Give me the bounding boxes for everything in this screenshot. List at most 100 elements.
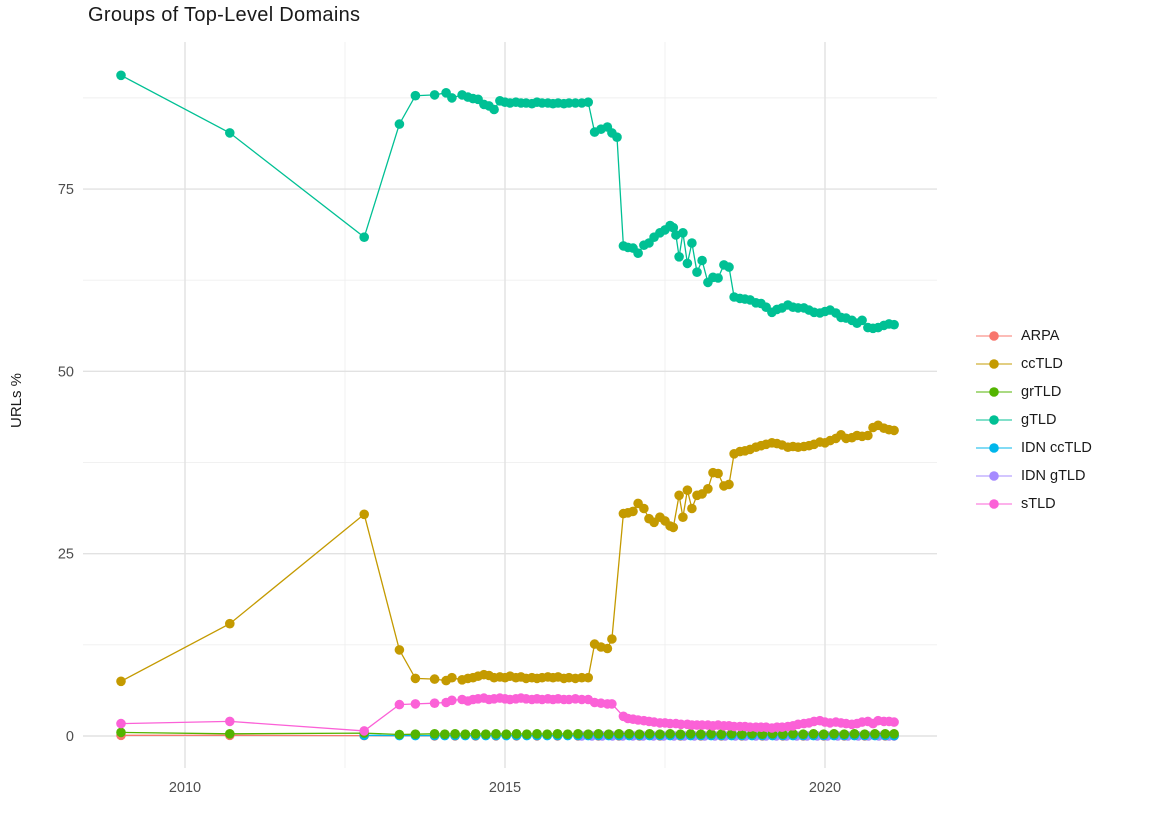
data-point-cctld — [429, 674, 440, 684]
data-point-grtld — [470, 729, 481, 739]
data-point-cctld — [225, 618, 235, 629]
data-point-grtld — [808, 729, 819, 739]
data-point-stld — [889, 717, 899, 727]
data-point-grtld — [818, 729, 829, 739]
y-tick-label: 75 — [58, 182, 74, 198]
legend-label: ccTLD — [1021, 356, 1063, 372]
data-point-gtld — [225, 128, 235, 138]
data-point-grtld — [644, 729, 655, 739]
data-point-grtld — [634, 729, 645, 739]
data-point-grtld — [849, 729, 860, 739]
legend-label: grTLD — [1021, 384, 1062, 400]
legend-item-stld: sTLD — [975, 490, 1092, 518]
x-tick-label: 2015 — [489, 780, 521, 796]
data-point-grtld — [624, 729, 634, 739]
data-point-cctld — [639, 503, 649, 514]
data-point-cctld — [116, 676, 126, 687]
legend-key-icon — [976, 359, 1012, 369]
data-point-grtld — [225, 729, 235, 739]
data-point-grtld — [870, 729, 880, 739]
x-tick-label: 2020 — [809, 780, 841, 796]
data-point-stld — [410, 699, 421, 709]
data-point-grtld — [778, 729, 788, 739]
data-point-cctld — [889, 425, 899, 436]
data-point-gtld — [668, 222, 679, 233]
data-point-stld — [116, 718, 126, 729]
data-point-gtld — [489, 104, 499, 115]
x-tick-label: 2010 — [169, 780, 201, 796]
data-point-grtld — [880, 729, 890, 739]
data-point-grtld — [839, 729, 849, 739]
y-tick-label: 25 — [58, 547, 74, 563]
legend-key-icon — [976, 443, 1012, 453]
data-point-gtld — [429, 90, 440, 100]
data-point-cctld — [359, 509, 370, 520]
data-point-grtld — [552, 729, 563, 739]
data-point-grtld — [675, 729, 686, 739]
legend-key-icon — [976, 387, 1012, 397]
data-point-grtld — [429, 729, 440, 739]
data-point-grtld — [491, 729, 501, 739]
legend-item-gtld: gTLD — [975, 406, 1092, 434]
data-point-cctld — [724, 479, 734, 490]
data-point-cctld — [682, 485, 693, 496]
data-point-grtld — [788, 729, 798, 739]
data-point-grtld — [532, 729, 542, 739]
series-gtld — [116, 70, 899, 334]
data-point-cctld — [668, 522, 679, 533]
data-point-stld — [429, 698, 440, 708]
data-point-cctld — [863, 430, 873, 441]
legend-item-idn-gtld: IDN gTLD — [975, 462, 1092, 490]
data-point-grtld — [726, 729, 737, 739]
data-point-grtld — [614, 729, 624, 739]
data-point-grtld — [716, 729, 727, 739]
data-point-grtld — [706, 729, 716, 739]
data-point-cctld — [674, 490, 684, 501]
data-point-cctld — [602, 643, 613, 654]
legend-key-icon — [976, 415, 1012, 425]
data-point-cctld — [410, 673, 421, 684]
legend-item-idn-cctld: IDN ccTLD — [975, 434, 1092, 462]
data-point-grtld — [481, 729, 491, 739]
data-point-gtld — [697, 255, 707, 266]
data-point-cctld — [678, 512, 688, 522]
data-point-grtld — [511, 729, 522, 739]
legend-key-icon — [976, 471, 1012, 481]
data-point-grtld — [501, 729, 512, 739]
legend-key-icon — [976, 331, 1012, 341]
data-point-cctld — [583, 672, 593, 683]
data-point-stld — [225, 716, 235, 727]
data-point-grtld — [522, 729, 532, 739]
data-point-gtld — [447, 93, 457, 103]
data-point-grtld — [593, 729, 604, 739]
legend-label: ARPA — [1021, 328, 1060, 344]
data-point-grtld — [603, 729, 614, 739]
data-point-gtld — [116, 70, 126, 81]
data-point-grtld — [460, 729, 471, 739]
data-point-grtld — [737, 729, 747, 739]
gridlines — [83, 42, 937, 768]
data-point-cctld — [628, 506, 638, 517]
data-point-gtld — [359, 232, 370, 242]
data-point-grtld — [798, 729, 808, 739]
data-point-cctld — [687, 503, 697, 514]
data-point-grtld — [696, 729, 706, 739]
data-point-gtld — [687, 238, 697, 248]
series-line-gtld — [120, 74, 895, 329]
data-point-cctld — [607, 634, 617, 644]
series-cctld — [116, 420, 899, 687]
data-point-stld — [359, 726, 370, 736]
data-point-grtld — [394, 729, 405, 740]
data-point-grtld — [542, 729, 552, 739]
legend-item-arpa: ARPA — [975, 322, 1092, 350]
data-point-gtld — [394, 119, 405, 129]
data-point-stld — [447, 695, 457, 706]
data-point-grtld — [665, 729, 675, 739]
legend-label: gTLD — [1021, 412, 1057, 428]
axis-tick-labels: 0 25 50 75 2010 2015 2020 — [58, 182, 841, 796]
data-point-grtld — [573, 729, 583, 739]
data-point-grtld — [655, 729, 665, 739]
data-point-gtld — [682, 258, 693, 269]
legend-item-cctld: ccTLD — [975, 350, 1092, 378]
